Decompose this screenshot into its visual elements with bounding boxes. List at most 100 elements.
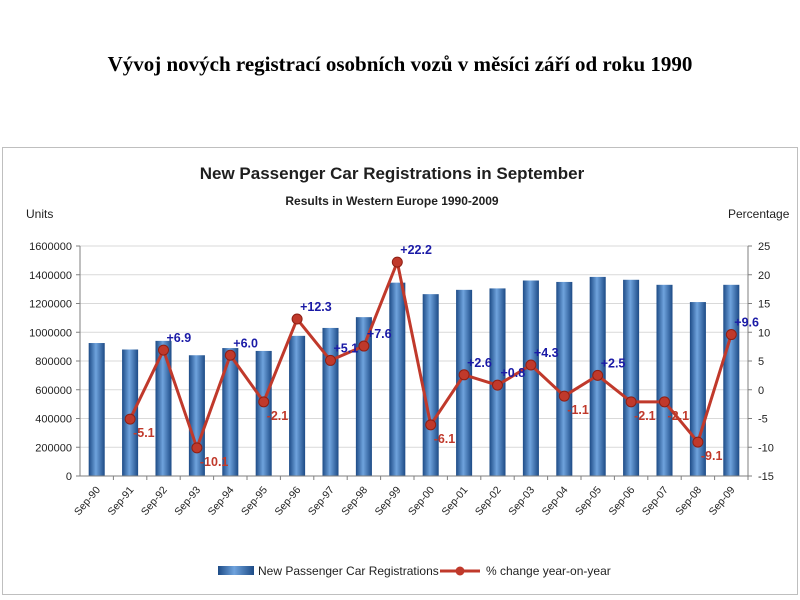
line-point: [659, 396, 670, 408]
legend-bar-swatch: [218, 566, 254, 575]
y2-tick-label: 20: [758, 270, 770, 282]
data-label: +9.6: [734, 316, 759, 330]
x-tick-label: Sep-09: [707, 484, 738, 518]
data-label: +12.3: [300, 300, 332, 314]
bar: [355, 317, 372, 476]
data-label: -2.1: [668, 409, 690, 423]
data-label: +7.6: [367, 327, 392, 341]
page-title: Vývoj nových registrací osobních vozů v …: [107, 52, 693, 76]
data-label: -9.1: [701, 449, 723, 463]
line-point: [625, 396, 637, 408]
y2-axis-label: Percentage: [728, 207, 790, 221]
x-tick-label: Sep-91: [105, 484, 136, 518]
line-point: [692, 436, 704, 448]
line-point: [291, 313, 303, 325]
legend-line-marker: [455, 566, 465, 576]
bar: [155, 340, 172, 476]
data-label: -2.1: [267, 409, 289, 423]
bar: [723, 284, 740, 476]
x-tick-label: Sep-03: [506, 484, 537, 518]
bar: [422, 294, 439, 476]
x-tick-label: Sep-07: [640, 484, 671, 518]
y2-tick-label: 0: [758, 385, 764, 397]
x-tick-label: Sep-04: [540, 484, 571, 518]
line-point: [158, 344, 169, 356]
x-tick-label: Sep-92: [139, 484, 170, 518]
legend-bar-label: New Passenger Car Registrations: [258, 564, 439, 578]
bar: [623, 279, 640, 476]
bar: [88, 343, 105, 476]
bar: [456, 289, 473, 476]
data-label: -10.1: [200, 455, 229, 469]
x-tick-label: Sep-94: [206, 484, 237, 518]
data-label: -2.1: [634, 409, 656, 423]
bar: [556, 281, 573, 476]
x-tick-label: Sep-06: [606, 484, 637, 518]
y2-tick-label: 15: [758, 299, 770, 311]
bar: [389, 282, 406, 476]
x-tick-label: Sep-01: [439, 484, 470, 518]
y-tick-label: 400000: [35, 414, 72, 426]
bar: [122, 349, 139, 476]
bar: [522, 280, 539, 476]
data-label: +4.3: [534, 346, 559, 360]
data-label: +6.9: [167, 331, 192, 345]
data-label: +2.5: [601, 356, 626, 370]
x-tick-label: Sep-08: [673, 484, 704, 518]
data-label: -6.1: [434, 432, 456, 446]
y-tick-label: 800000: [35, 356, 72, 368]
line-point: [525, 359, 537, 371]
legend-line-label: % change year-on-year: [486, 564, 611, 578]
bar: [322, 327, 339, 476]
x-tick-label: Sep-96: [272, 484, 303, 518]
line-point: [391, 256, 403, 268]
data-label: -5.1: [133, 426, 155, 440]
line-point: [592, 369, 604, 381]
data-label: +0.8: [501, 366, 526, 380]
data-label: -1.1: [567, 403, 589, 417]
x-tick-label: Sep-93: [172, 484, 203, 518]
y2-tick-label: -10: [758, 442, 774, 454]
y-tick-label: 1400000: [29, 270, 72, 282]
y2-tick-label: 5: [758, 356, 764, 368]
y-tick-label: 1000000: [29, 327, 72, 339]
x-tick-label: Sep-95: [239, 484, 270, 518]
bar: [656, 284, 673, 476]
x-tick-label: Sep-02: [473, 484, 504, 518]
x-tick-label: Sep-90: [72, 484, 103, 518]
y-tick-label: 1200000: [29, 299, 72, 311]
y2-tick-label: -15: [758, 471, 774, 483]
x-tick-label: Sep-98: [339, 484, 370, 518]
data-label: +2.6: [467, 356, 492, 370]
y-tick-label: 600000: [35, 385, 72, 397]
y-tick-label: 200000: [35, 442, 72, 454]
data-label: +22.2: [400, 243, 432, 257]
line-point: [325, 354, 336, 366]
bar: [289, 335, 306, 476]
line-point: [224, 349, 236, 361]
y-tick-label: 0: [66, 471, 72, 483]
line-point: [492, 379, 503, 391]
x-tick-label: Sep-00: [406, 484, 437, 518]
y2-tick-label: 10: [758, 327, 770, 339]
data-label: +6.0: [233, 336, 258, 350]
line-point: [558, 390, 570, 402]
line-point: [458, 369, 470, 381]
y2-tick-label: 25: [758, 241, 770, 253]
line-point: [358, 340, 370, 352]
line-point: [124, 413, 136, 425]
bar: [255, 350, 272, 476]
data-label: +5.1: [334, 341, 359, 355]
y2-tick-label: -5: [758, 414, 768, 426]
y-axis-label: Units: [26, 207, 53, 221]
line-point: [258, 396, 270, 408]
line-point: [425, 419, 437, 431]
x-tick-label: Sep-97: [306, 484, 337, 518]
x-tick-label: Sep-05: [573, 484, 604, 518]
x-tick-label: Sep-99: [373, 484, 404, 518]
chart-title: New Passenger Car Registrations in Septe…: [200, 164, 585, 183]
y-tick-label: 1600000: [29, 241, 72, 253]
line-point: [725, 329, 737, 341]
bar: [222, 348, 239, 476]
